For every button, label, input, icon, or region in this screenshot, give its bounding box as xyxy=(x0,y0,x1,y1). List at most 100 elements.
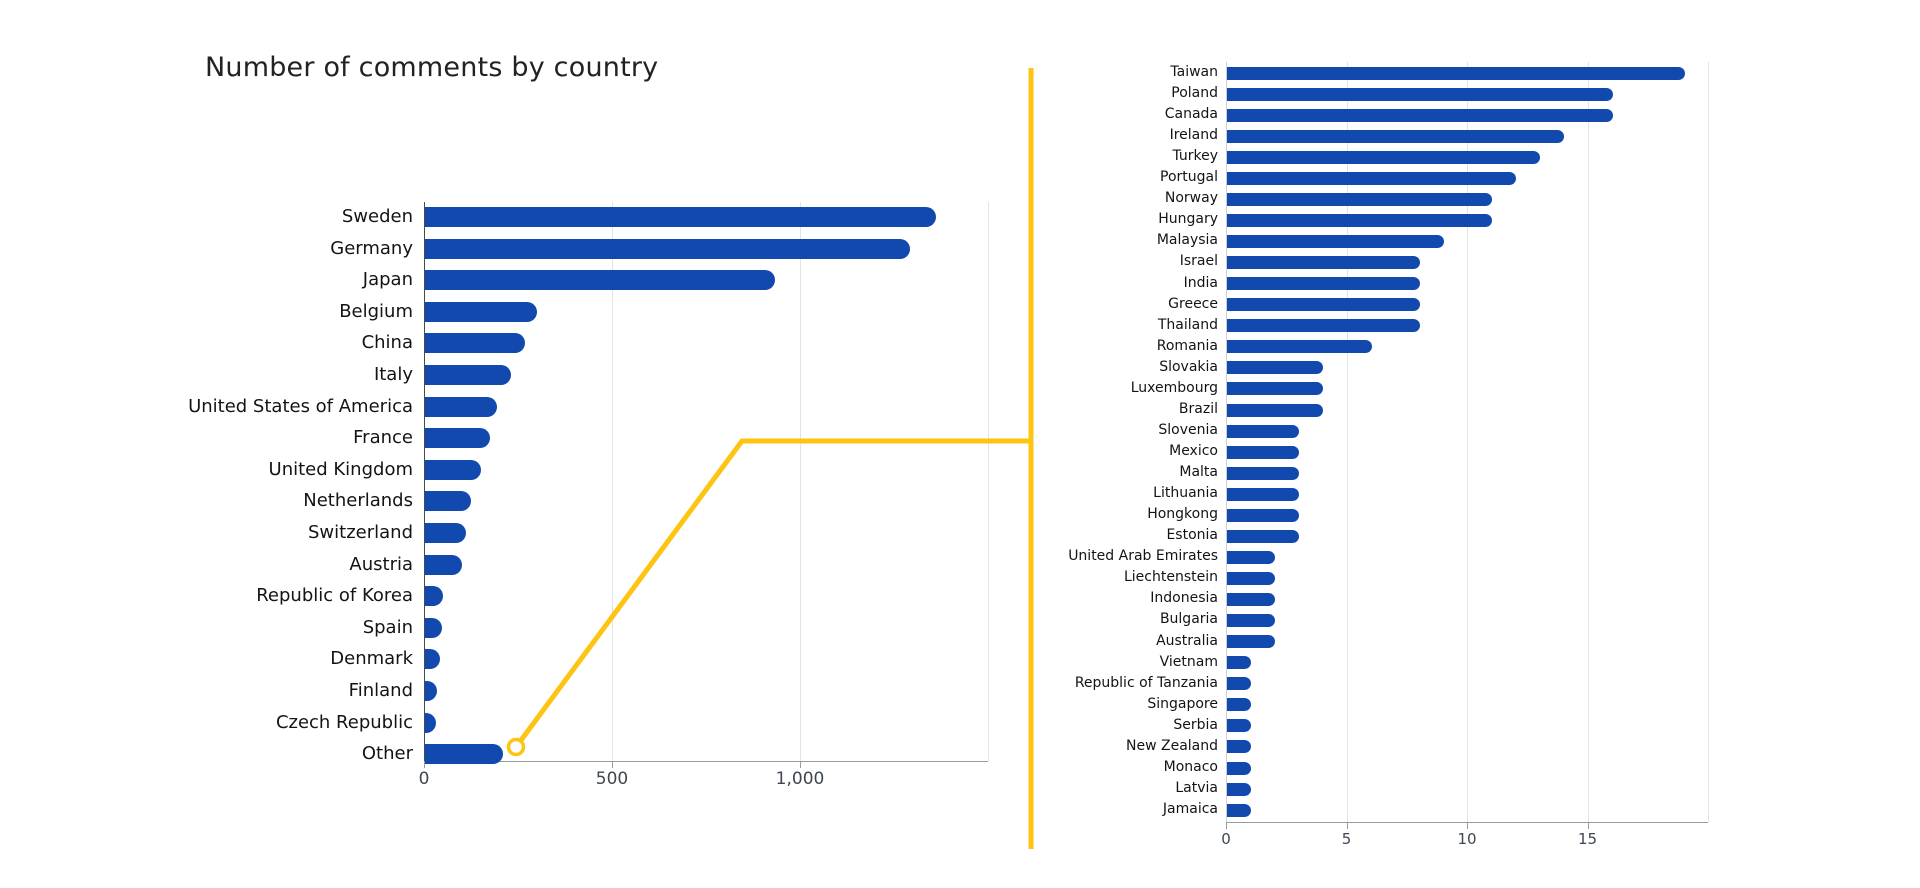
category-label: Hongkong xyxy=(1147,506,1218,523)
category-label: Republic of Tanzania xyxy=(1074,674,1218,691)
x-axis-tick-label: 15 xyxy=(1577,830,1598,848)
category-label: Slovenia xyxy=(1158,421,1218,438)
x-axis-tick xyxy=(1467,823,1468,829)
bar xyxy=(425,207,937,227)
category-label: Liechtenstein xyxy=(1123,569,1218,586)
bar xyxy=(1227,382,1324,396)
x-axis-tick xyxy=(800,762,801,768)
category-label: Spain xyxy=(362,616,413,638)
bar xyxy=(1227,761,1252,775)
bar xyxy=(425,586,444,607)
bar xyxy=(425,617,443,638)
category-label: Israel xyxy=(1179,253,1218,270)
category-label: Malta xyxy=(1179,464,1218,481)
x-axis-line xyxy=(1226,822,1708,823)
x-axis-tick xyxy=(612,762,613,768)
bar xyxy=(1227,256,1420,269)
bar xyxy=(1227,108,1613,122)
x-axis-tick-label: 1,000 xyxy=(775,769,825,789)
category-label: France xyxy=(353,427,413,449)
category-label: Estonia xyxy=(1166,527,1218,544)
category-label: Greece xyxy=(1168,295,1218,312)
x-axis-tick xyxy=(424,762,425,768)
bar xyxy=(1227,129,1565,143)
bar xyxy=(425,396,498,417)
category-label: Malaysia xyxy=(1156,232,1218,249)
category-label: Sweden xyxy=(341,206,413,228)
category-label: Monaco xyxy=(1163,758,1218,775)
bar xyxy=(1227,508,1300,522)
bar xyxy=(1227,487,1300,501)
bar xyxy=(425,554,462,575)
category-label: Bulgaria xyxy=(1159,611,1218,628)
bar xyxy=(1227,656,1252,670)
category-label: Czech Republic xyxy=(275,711,413,733)
bar xyxy=(1227,782,1252,796)
bar xyxy=(425,523,467,543)
bar xyxy=(1227,529,1300,543)
category-label: Mexico xyxy=(1169,443,1218,459)
category-label: Japan xyxy=(362,269,413,291)
bar xyxy=(1227,740,1252,754)
category-label: Taiwan xyxy=(1170,63,1218,80)
bar xyxy=(1227,361,1324,375)
category-label: Singapore xyxy=(1147,695,1218,712)
bar xyxy=(1227,466,1300,480)
category-label: Denmark xyxy=(330,648,413,670)
category-label: Norway xyxy=(1164,190,1218,207)
bar xyxy=(1227,150,1541,164)
x-axis-tick xyxy=(1226,823,1227,829)
bar xyxy=(425,301,537,322)
chart-title: Number of comments by country xyxy=(205,52,659,83)
zoom-origin-marker xyxy=(506,737,526,757)
category-label: Brazil xyxy=(1178,400,1218,417)
category-label: India xyxy=(1183,274,1218,291)
category-label: Australia xyxy=(1156,632,1218,649)
bar xyxy=(425,491,472,512)
category-label: Turkey xyxy=(1172,148,1218,165)
x-axis-tick xyxy=(1587,823,1589,829)
bar xyxy=(1227,571,1276,585)
category-label: Austria xyxy=(349,553,413,575)
bar xyxy=(1227,66,1685,80)
category-label: Jamaica xyxy=(1162,801,1218,818)
bar xyxy=(425,459,482,480)
bar xyxy=(1227,298,1420,312)
bar xyxy=(1227,213,1493,227)
bar xyxy=(425,365,512,385)
category-label: Other xyxy=(361,743,413,765)
category-label: Ireland xyxy=(1169,127,1218,144)
category-label: Thailand xyxy=(1157,316,1218,333)
gridline xyxy=(1587,62,1589,822)
bar xyxy=(1227,319,1420,333)
x-axis-tick xyxy=(1346,823,1348,829)
bar xyxy=(1227,614,1276,628)
bar xyxy=(1227,171,1517,185)
bar xyxy=(1227,424,1300,438)
category-label: Hungary xyxy=(1158,211,1218,228)
bar xyxy=(1227,192,1493,206)
bar xyxy=(1227,803,1252,817)
bar xyxy=(1227,698,1252,712)
bar xyxy=(1227,87,1613,101)
x-axis-tick-label: 0 xyxy=(418,769,430,789)
bar xyxy=(425,428,490,449)
category-label: Italy xyxy=(373,364,413,386)
bar xyxy=(1227,677,1252,691)
gridline xyxy=(1346,62,1348,822)
x-axis-tick-label: 0 xyxy=(1221,830,1231,848)
x-axis-line xyxy=(424,761,988,762)
bar xyxy=(425,649,440,670)
bar xyxy=(1227,277,1420,291)
category-label: Slovakia xyxy=(1159,358,1218,375)
category-label: Vietnam xyxy=(1159,653,1218,670)
category-label: Luxembourg xyxy=(1130,379,1218,396)
bar xyxy=(425,270,775,291)
bar xyxy=(1227,403,1324,417)
category-label: Poland xyxy=(1171,84,1218,101)
y-axis-line xyxy=(1226,62,1227,822)
bar xyxy=(425,681,437,701)
category-label: Netherlands xyxy=(303,490,413,512)
gridline xyxy=(1467,62,1468,822)
